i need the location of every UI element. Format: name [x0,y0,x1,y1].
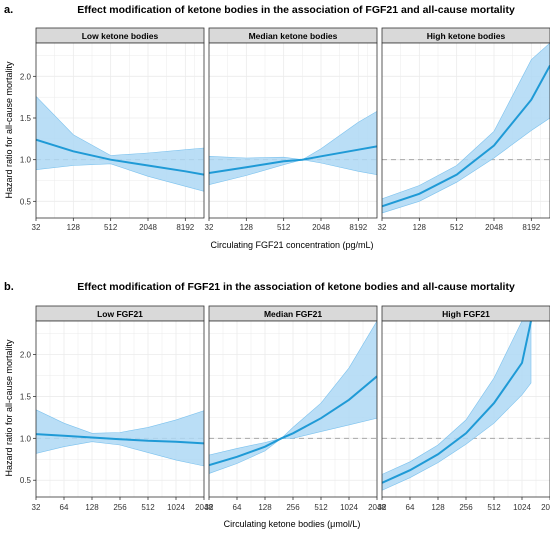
facet-label: Median FGF21 [264,309,322,319]
facet-label: Median ketone bodies [249,31,338,41]
x-tick-label: 32 [32,223,41,232]
plot-border [208,42,378,219]
panel-label: b. [4,281,14,293]
x-tick-label: 128 [258,503,272,512]
x-tick-label: 2048 [541,503,550,512]
plot-content [36,95,204,192]
x-tick-label: 32 [378,503,387,512]
x-tick-label: 8192 [349,223,367,232]
hazard-ratio-line [382,321,532,484]
confidence-band [382,321,532,491]
x-tick-label: 8192 [176,223,194,232]
x-tick-label: 256 [286,503,300,512]
x-tick-label: 1024 [340,503,358,512]
plot-content [382,43,550,214]
hazard-ratio-line [36,138,204,176]
x-tick-label: 64 [406,503,415,512]
plot-border [381,42,550,219]
x-tick-label: 512 [104,223,118,232]
facet: High ketone bodies 32 128 512 2048 8192 [378,27,550,232]
panel-label: a. [4,4,13,16]
hazard-ratio-line [36,433,204,445]
x-axis-label: Circulating ketone bodies (μmol/L) [224,519,361,529]
y-axis-label: Hazard ratio for all-cause mortality [4,339,14,477]
x-tick-label: 256 [459,503,473,512]
confidence-band [36,409,204,467]
y-tick-label: 0.5 [20,197,32,206]
x-tick-label: 2048 [312,223,330,232]
y-tick-label: 0.5 [20,476,32,485]
x-tick-label: 512 [450,223,464,232]
x-tick-label: 64 [60,503,69,512]
chart-title: Effect modification of ketone bodies in … [77,4,515,16]
facet-label: High FGF21 [442,309,490,319]
x-tick-label: 512 [277,223,291,232]
y-tick-label: 1.0 [20,156,32,165]
hazard-ratio-line [382,65,550,208]
x-tick-label: 128 [240,223,254,232]
plot-content [209,321,377,474]
x-tick-label: 2048 [485,223,503,232]
plot-content [209,110,377,186]
plot-content [382,321,550,491]
x-tick-label: 32 [32,503,41,512]
plot-border [35,42,205,219]
plot-content [36,409,204,467]
x-tick-label: 32 [205,503,214,512]
x-tick-label: 32 [378,223,387,232]
x-tick-label: 256 [113,503,127,512]
facet: Low FGF21 32 64 128 256 512 1024 2048 0.5 1.0 1.5 2… [20,305,213,512]
chart-panel-a: a. Effect modification of ketone bodies i… [4,4,550,250]
facet: High FGF21 32 64 128 256 512 1024 2048 [378,305,550,512]
y-tick-label: 2.0 [20,72,32,81]
x-tick-label: 512 [314,503,328,512]
x-tick-label: 1024 [167,503,185,512]
grid [208,43,377,218]
x-tick-label: 512 [141,503,155,512]
confidence-band [209,321,377,474]
facet: Median FGF21 32 64 128 256 512 1024 2048 [205,305,386,512]
y-tick-label: 1.5 [20,392,32,401]
x-tick-label: 2048 [139,223,157,232]
chart-panel-b: b. Effect modification of FGF21 in the as… [4,281,550,529]
x-tick-label: 2048 [195,503,213,512]
facet-label: Low FGF21 [97,309,143,319]
confidence-band [382,43,550,214]
hazard-ratio-line [209,145,377,174]
x-tick-label: 32 [205,223,214,232]
x-tick-label: 2048 [368,503,386,512]
x-tick-label: 128 [413,223,427,232]
hazard-ratio-line [209,375,377,467]
x-tick-label: 64 [233,503,242,512]
facet-label: High ketone bodies [427,31,506,41]
y-axis-label: Hazard ratio for all-cause mortality [4,61,14,199]
y-tick-label: 1.0 [20,434,32,443]
x-tick-label: 1024 [513,503,531,512]
y-tick-label: 1.5 [20,114,32,123]
x-tick-label: 128 [431,503,445,512]
x-axis-label: Circulating FGF21 concentration (pg/mL) [210,240,373,250]
x-tick-label: 128 [67,223,81,232]
y-tick-label: 2.0 [20,351,32,360]
facet: Median ketone bodies 32 128 512 2048 8192 [205,27,378,232]
facet: Low ketone bodies 32 128 512 2048 8192 0.5 1.0 1… [20,27,205,232]
x-tick-label: 128 [85,503,99,512]
chart-title: Effect modification of FGF21 in the asso… [77,281,515,293]
facet-label: Low ketone bodies [82,31,159,41]
x-tick-label: 512 [487,503,501,512]
x-tick-label: 8192 [522,223,540,232]
